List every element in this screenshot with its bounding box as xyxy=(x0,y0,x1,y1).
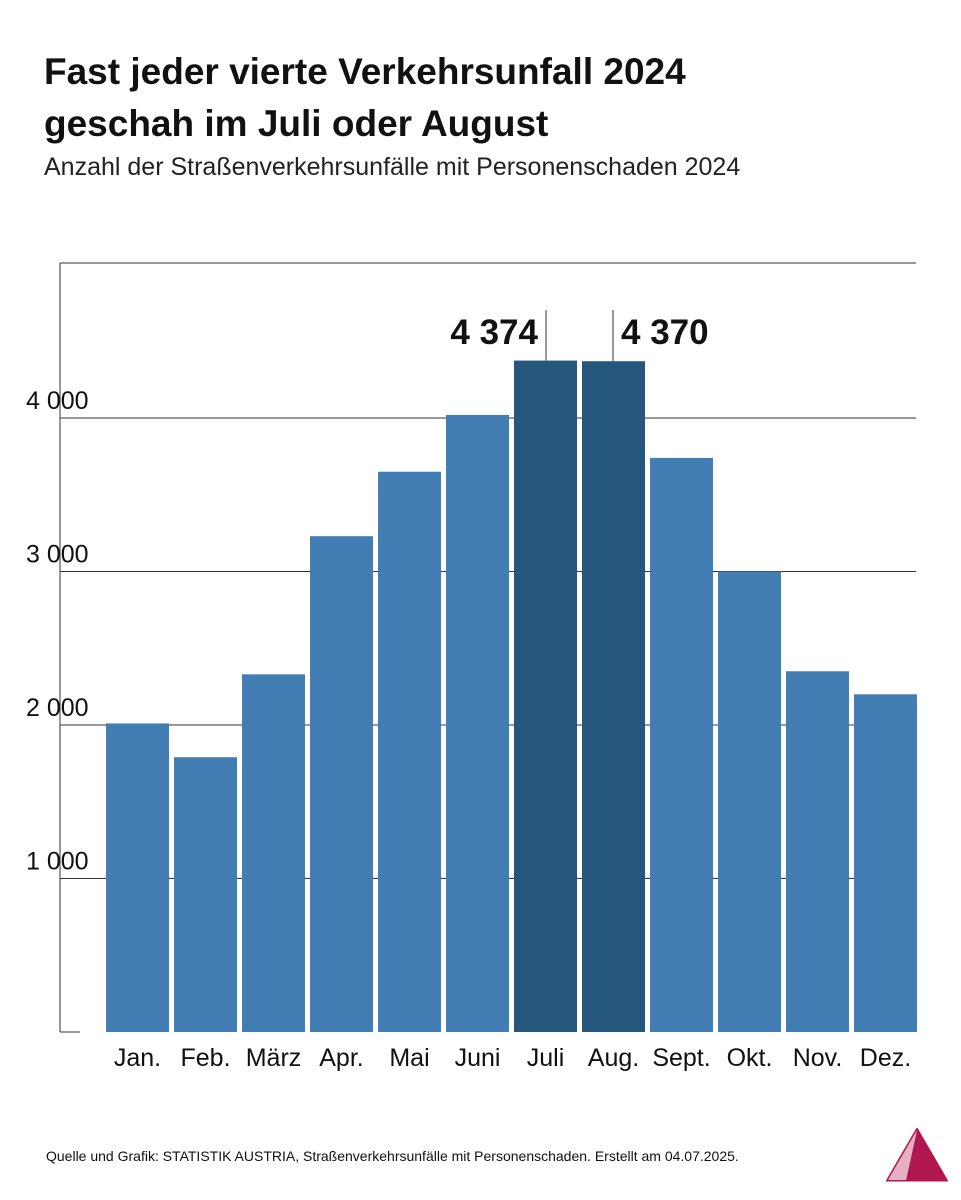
y-tick-label: 2 000 xyxy=(26,694,89,722)
x-tick-label: Juni xyxy=(455,1044,501,1072)
data-label: 4 370 xyxy=(621,313,709,352)
y-tick-label: 1 000 xyxy=(26,848,89,876)
bar-10 xyxy=(718,571,781,1032)
bar-2 xyxy=(174,757,237,1032)
source-note: Quelle und Grafik: STATISTIK AUSTRIA, St… xyxy=(46,1148,739,1164)
bar-11 xyxy=(786,671,849,1032)
logo-triangle-shade xyxy=(888,1130,917,1180)
bar-8 xyxy=(582,361,645,1033)
x-tick-label: Aug. xyxy=(588,1044,639,1072)
data-label: 4 374 xyxy=(450,313,538,352)
chart-title-line2: geschah im Juli oder August xyxy=(44,103,549,144)
bar-4 xyxy=(310,536,373,1032)
x-tick-label: Nov. xyxy=(793,1044,843,1072)
x-tick-label: März xyxy=(246,1044,302,1072)
bar-6 xyxy=(446,414,509,1032)
y-tick-label: 3 000 xyxy=(26,541,89,569)
bar-chart: 1 000 2 000 3 000 4 000 Jan. Feb. März Apr. Mai J… xyxy=(26,262,917,1072)
x-tick-label: Dez. xyxy=(860,1044,911,1072)
chart-title-line1: Fast jeder vierte Verkehrsunfall 2024 xyxy=(44,51,686,92)
chart-title: Fast jeder vierte Verkehrsunfall 2024 ge… xyxy=(44,46,924,150)
x-tick-label: Apr. xyxy=(319,1044,363,1072)
x-tick-label: Juli xyxy=(527,1044,565,1072)
y-tick-label: 4 000 xyxy=(26,387,89,415)
bar-9 xyxy=(650,457,713,1032)
bar-3 xyxy=(242,674,305,1032)
x-tick-label: Jan. xyxy=(114,1044,161,1072)
x-tick-label: Mai xyxy=(389,1044,429,1072)
bar-1 xyxy=(106,723,169,1032)
x-tick-label: Feb. xyxy=(180,1044,230,1072)
bar-7 xyxy=(514,360,577,1032)
bar-12 xyxy=(854,694,917,1032)
logo-triangle-face xyxy=(906,1130,946,1180)
x-tick-label: Sept. xyxy=(652,1044,710,1072)
x-tick-label: Okt. xyxy=(727,1044,773,1072)
chart-subtitle: Anzahl der Straßenverkehrsunfälle mit Pe… xyxy=(44,153,741,181)
bar-5 xyxy=(378,471,441,1033)
statistik-austria-logo-icon xyxy=(886,1128,948,1182)
